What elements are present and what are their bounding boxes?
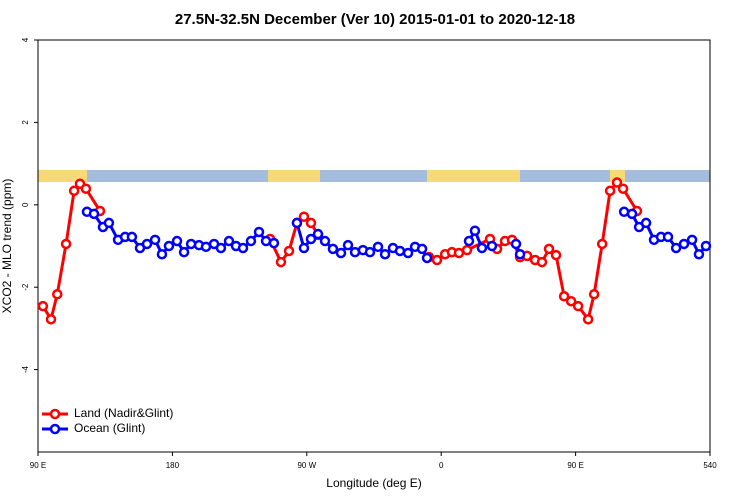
y-tick-label: -4 bbox=[21, 365, 30, 373]
x-tick-label: 0 bbox=[439, 461, 444, 470]
y-tick-label: 2 bbox=[21, 120, 30, 125]
point bbox=[565, 295, 577, 307]
point bbox=[305, 217, 317, 229]
point bbox=[693, 248, 705, 260]
point bbox=[364, 246, 376, 258]
point bbox=[463, 235, 475, 247]
point bbox=[536, 256, 548, 268]
y-axis-label: XCO2 - MLO trend (ppm) bbox=[0, 179, 14, 314]
point bbox=[558, 291, 570, 302]
x-tick-label: 90 E bbox=[30, 461, 46, 470]
point bbox=[283, 245, 295, 257]
point bbox=[604, 185, 616, 197]
point bbox=[171, 235, 183, 247]
point bbox=[510, 238, 522, 250]
point bbox=[52, 288, 63, 300]
point bbox=[268, 237, 280, 249]
point bbox=[596, 238, 608, 250]
point bbox=[640, 217, 652, 229]
x-axis-label: Longitude (deg E) bbox=[326, 476, 421, 490]
point bbox=[37, 300, 49, 312]
point bbox=[514, 248, 526, 260]
point bbox=[476, 242, 488, 254]
legend-marker bbox=[49, 408, 61, 420]
point bbox=[402, 247, 414, 259]
point bbox=[670, 242, 682, 254]
point bbox=[156, 248, 168, 260]
point bbox=[298, 242, 310, 254]
point bbox=[178, 246, 190, 258]
point bbox=[611, 177, 623, 188]
point bbox=[80, 183, 92, 194]
point bbox=[588, 288, 600, 300]
point bbox=[103, 217, 115, 229]
point bbox=[626, 208, 638, 220]
point bbox=[45, 314, 57, 325]
point bbox=[617, 183, 629, 194]
point bbox=[582, 314, 594, 325]
point bbox=[88, 208, 100, 220]
land-ocean-strip bbox=[38, 170, 710, 182]
point bbox=[141, 238, 153, 250]
point bbox=[335, 247, 347, 259]
x-tick-label: 90 E bbox=[567, 461, 583, 470]
point bbox=[163, 240, 175, 252]
point bbox=[421, 252, 433, 264]
point bbox=[149, 234, 161, 246]
point bbox=[215, 242, 227, 254]
point bbox=[572, 300, 584, 312]
x-tick-label: 180 bbox=[166, 461, 180, 470]
point bbox=[394, 245, 406, 257]
point bbox=[237, 242, 249, 254]
point bbox=[298, 211, 310, 222]
x-tick-label: 540 bbox=[703, 461, 717, 470]
point bbox=[305, 233, 317, 245]
point bbox=[372, 241, 384, 253]
legend-label: Land (Nadir&Glint) bbox=[74, 406, 173, 420]
legend-label: Ocean (Glint) bbox=[74, 421, 145, 435]
point bbox=[185, 238, 197, 250]
point bbox=[291, 217, 303, 229]
point bbox=[126, 231, 138, 243]
point bbox=[245, 235, 257, 247]
point bbox=[312, 228, 324, 240]
x-tick-label: 90 W bbox=[297, 461, 316, 470]
point bbox=[319, 235, 331, 247]
point bbox=[678, 238, 690, 250]
point bbox=[68, 185, 80, 197]
point bbox=[60, 238, 72, 250]
point bbox=[416, 243, 428, 255]
point bbox=[223, 235, 235, 247]
point bbox=[275, 256, 287, 268]
point bbox=[686, 234, 698, 246]
point bbox=[453, 247, 465, 259]
point bbox=[200, 241, 212, 253]
point bbox=[469, 225, 481, 237]
point bbox=[327, 243, 339, 255]
point bbox=[461, 244, 473, 256]
legend-marker bbox=[49, 423, 61, 435]
point bbox=[486, 240, 498, 252]
y-tick-label: -2 bbox=[21, 283, 30, 291]
point bbox=[342, 239, 354, 251]
chart-title: 27.5N-32.5N December (Ver 10) 2015-01-01… bbox=[175, 11, 575, 28]
point bbox=[253, 226, 265, 238]
y-tick-label: 0 bbox=[21, 202, 30, 207]
point bbox=[543, 243, 555, 255]
point bbox=[379, 248, 391, 260]
point bbox=[550, 249, 562, 261]
point bbox=[431, 254, 443, 266]
point bbox=[700, 240, 712, 252]
y-tick-label: 4 bbox=[21, 37, 30, 42]
point bbox=[662, 231, 674, 243]
